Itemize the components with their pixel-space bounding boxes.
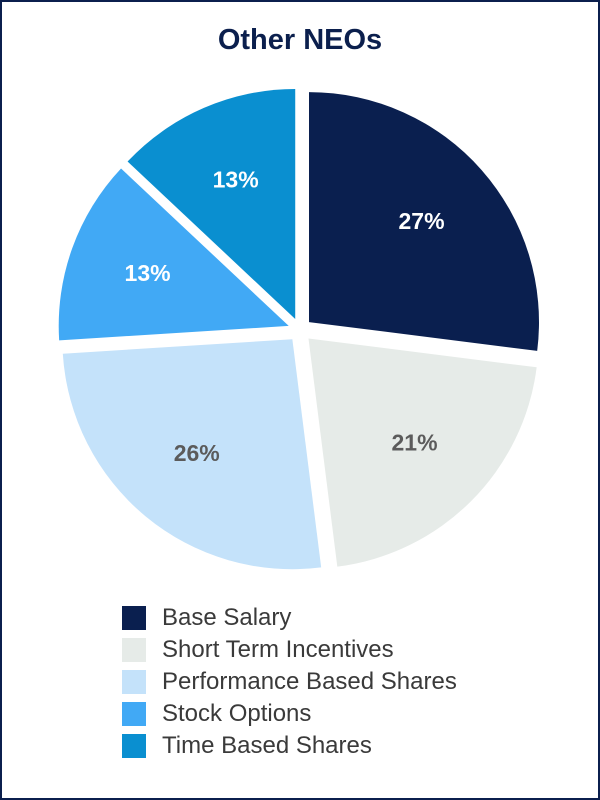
data-label-performance-based-shares: 26% bbox=[174, 440, 220, 466]
chart-title: Other NEOs bbox=[217, 24, 383, 56]
data-label-time-based-shares: 13% bbox=[213, 166, 259, 192]
data-label-short-term-incentives: 21% bbox=[392, 430, 438, 456]
pie-slice-time-based-shares bbox=[127, 88, 296, 319]
legend-item-short-term-incentives: Short Term Incentives bbox=[122, 634, 457, 666]
legend-label: Performance Based Shares bbox=[162, 668, 457, 695]
legend-swatch bbox=[122, 734, 146, 758]
pie-slice-performance-based-shares bbox=[62, 339, 322, 570]
legend-label: Base Salary bbox=[162, 604, 292, 631]
pie-slice-stock-options bbox=[58, 168, 289, 341]
legend: Base Salary Short Term Incentives Perfor… bbox=[122, 602, 457, 762]
legend-item-performance-based-shares: Performance Based Shares bbox=[122, 666, 457, 698]
legend-item-stock-options: Stock Options bbox=[122, 698, 457, 730]
legend-label: Time Based Shares bbox=[162, 732, 372, 759]
legend-swatch bbox=[122, 638, 146, 662]
legend-swatch bbox=[122, 670, 146, 694]
pie-slices bbox=[58, 88, 540, 570]
data-label-stock-options: 13% bbox=[125, 260, 171, 286]
legend-item-time-based-shares: Time Based Shares bbox=[122, 730, 457, 762]
legend-swatch bbox=[122, 702, 146, 726]
legend-item-base-salary: Base Salary bbox=[122, 602, 457, 634]
pie-slice-short-term-incentives bbox=[308, 338, 537, 567]
legend-label: Stock Options bbox=[162, 700, 312, 727]
pie-slice-base-salary bbox=[309, 92, 540, 351]
legend-label: Short Term Incentives bbox=[162, 636, 394, 663]
data-label-base-salary: 27% bbox=[398, 208, 444, 234]
legend-swatch bbox=[122, 606, 146, 630]
pie-labels: 27% 21% 26% 13% 13% bbox=[125, 166, 445, 465]
